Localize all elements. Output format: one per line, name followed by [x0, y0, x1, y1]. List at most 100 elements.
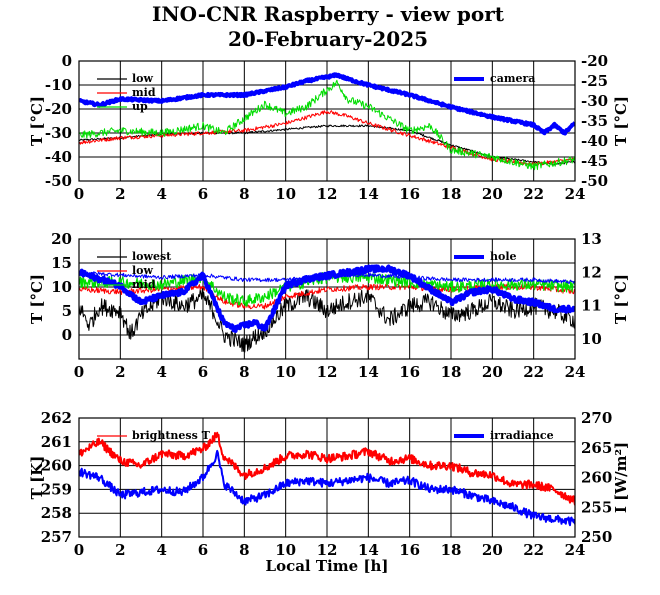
- legend-label: mid: [132, 278, 156, 291]
- y-tick-label: -10: [45, 76, 72, 94]
- x-tick-label: 6: [198, 185, 208, 203]
- y2-axis-label: T [°C]: [612, 96, 630, 146]
- chart-title: INO-CNR Raspberry - view port: [152, 2, 505, 26]
- legend-label: lowest: [132, 250, 172, 263]
- x-tick-label: 0: [74, 363, 84, 381]
- x-tick-label: 14: [358, 363, 379, 381]
- y2-tick-label: 10: [581, 330, 602, 348]
- x-tick-label: 14: [358, 541, 379, 559]
- y-tick-label: 260: [41, 457, 72, 475]
- x-tick-label: 12: [317, 541, 338, 559]
- x-tick-label: 10: [275, 363, 296, 381]
- x-tick-label: 6: [198, 363, 208, 381]
- x-tick-label: 16: [399, 541, 420, 559]
- x-tick-label: 12: [317, 185, 338, 203]
- x-axis-label: Local Time [h]: [266, 557, 389, 575]
- y-tick-label: 0: [62, 326, 72, 344]
- series-line-camera: [79, 72, 575, 136]
- y2-axis-label: I [W/m²]: [612, 442, 630, 513]
- legend-label: low: [132, 72, 154, 85]
- y-tick-label: 259: [41, 480, 72, 498]
- series-line-hole: [79, 264, 575, 333]
- x-tick-label: 16: [399, 185, 420, 203]
- y2-tick-label: -30: [581, 92, 608, 110]
- x-tick-label: 22: [523, 363, 544, 381]
- x-tick-label: 22: [523, 185, 544, 203]
- x-tick-label: 0: [74, 541, 84, 559]
- legend-label: up: [132, 100, 148, 113]
- y2-tick-label: 11: [581, 297, 602, 315]
- y2-tick-label: 270: [581, 409, 612, 427]
- x-tick-label: 4: [156, 541, 166, 559]
- x-tick-label: 14: [358, 185, 379, 203]
- panel-3: 0 2 4 6 8 10 12 14 16 18 20 22 242622612602592582572…: [28, 409, 630, 575]
- y-tick-label: 15: [51, 254, 72, 272]
- x-tick-label: 0: [74, 185, 84, 203]
- y-tick-label: 261: [41, 433, 72, 451]
- series-line-up: [79, 79, 575, 171]
- plot-frame: [78, 60, 576, 182]
- legend-label: brightness T: [132, 429, 211, 442]
- legend-label: irradiance: [490, 429, 554, 442]
- y-tick-label: 0: [62, 52, 72, 70]
- y2-tick-label: -40: [581, 132, 608, 150]
- series-line-brightness-T: [79, 431, 575, 506]
- x-tick-label: 16: [399, 363, 420, 381]
- y2-tick-label: -50: [581, 172, 608, 190]
- y2-axis-label: T [°C]: [612, 274, 630, 324]
- panel-1: 0 2 4 6 8 10 12 14 16 18 20 22 240-10-20-30-40-50-20…: [28, 52, 630, 203]
- x-tick-label: 2: [115, 363, 125, 381]
- legend-label: mid: [132, 86, 156, 99]
- y-axis-label: T [K]: [28, 456, 46, 500]
- y-tick-label: -50: [45, 172, 72, 190]
- y-tick-label: 257: [41, 528, 72, 546]
- x-tick-label: 18: [441, 541, 462, 559]
- x-tick-label: 2: [115, 541, 125, 559]
- x-tick-label: 22: [523, 541, 544, 559]
- x-tick-label: 2: [115, 185, 125, 203]
- y-axis-label: T [°C]: [28, 96, 46, 146]
- y2-tick-label: 250: [581, 528, 612, 546]
- x-tick-label: 18: [441, 363, 462, 381]
- y-tick-label: 10: [51, 278, 72, 296]
- x-tick-label: 24: [565, 185, 586, 203]
- plot-frame: [78, 238, 576, 360]
- x-tick-label: 4: [156, 363, 166, 381]
- x-tick-label: 18: [441, 185, 462, 203]
- x-tick-label: 12: [317, 363, 338, 381]
- series-line-irradiance: [79, 449, 575, 527]
- x-tick-label: 8: [239, 185, 249, 203]
- x-tick-label: 24: [565, 363, 586, 381]
- y2-tick-label: 12: [581, 263, 602, 281]
- x-tick-label: 8: [239, 363, 249, 381]
- x-tick-label: 4: [156, 185, 166, 203]
- x-tick-label: 20: [482, 363, 503, 381]
- x-tick-label: 6: [198, 541, 208, 559]
- y-tick-label: -30: [45, 124, 72, 142]
- x-tick-label: 24: [565, 541, 586, 559]
- x-tick-label: 20: [482, 185, 503, 203]
- y2-tick-label: 265: [581, 439, 612, 457]
- y-tick-label: 5: [62, 302, 72, 320]
- y2-tick-label: -20: [581, 52, 608, 70]
- x-tick-label: 8: [239, 541, 249, 559]
- y2-tick-label: -45: [581, 152, 608, 170]
- y2-tick-label: -25: [581, 72, 608, 90]
- y-tick-label: -40: [45, 148, 72, 166]
- y-axis-label: T [°C]: [28, 274, 46, 324]
- y-tick-label: -20: [45, 100, 72, 118]
- plot-frame: [78, 417, 576, 538]
- y2-tick-label: 260: [581, 469, 612, 487]
- y2-tick-label: -35: [581, 112, 608, 130]
- chart-subtitle: 20-February-2025: [228, 27, 428, 51]
- legend-label: low: [132, 264, 154, 277]
- y-tick-label: 20: [51, 230, 72, 248]
- x-tick-label: 10: [275, 185, 296, 203]
- y-tick-label: 258: [41, 504, 72, 522]
- legend-label: camera: [490, 72, 535, 85]
- y2-tick-label: 255: [581, 498, 612, 516]
- x-tick-label: 10: [275, 541, 296, 559]
- legend-label: hole: [490, 250, 517, 263]
